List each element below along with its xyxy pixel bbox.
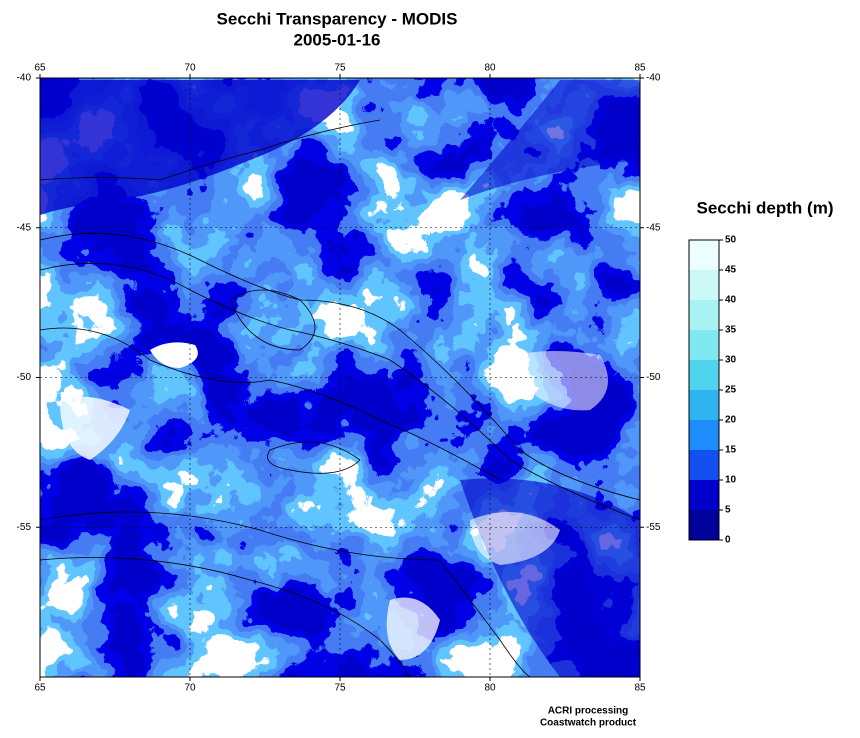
y-tick-label: -55	[17, 522, 32, 533]
colorbar-segment	[689, 480, 719, 510]
title: Secchi Transparency - MODIS	[217, 9, 458, 28]
colorbar-tick-label: 35	[725, 325, 737, 336]
y-tick-label: -50	[646, 372, 661, 383]
colorbar-tick-label: 30	[725, 355, 737, 366]
y-tick-label: -55	[646, 522, 661, 533]
x-tick-label: 85	[634, 63, 646, 74]
colorbar-tick-label: 50	[725, 235, 737, 246]
colorbar-segment	[689, 450, 719, 480]
colorbar-segment	[689, 330, 719, 360]
x-tick-label: 80	[484, 63, 496, 74]
y-tick-label: -40	[646, 73, 661, 84]
colorbar-tick-label: 15	[725, 445, 737, 456]
x-tick-label: 65	[34, 63, 46, 74]
y-tick-label: -50	[17, 372, 32, 383]
colorbar-tick-label: 10	[725, 475, 737, 486]
y-tick-label: -45	[646, 222, 661, 233]
colorbar-segment	[689, 420, 719, 450]
colorbar-segment	[689, 270, 719, 300]
colorbar-title: Secchi depth (m)	[697, 198, 834, 217]
x-tick-label: 70	[184, 683, 196, 694]
colorbar-tick-label: 40	[725, 295, 737, 306]
credit: ACRI processing	[548, 706, 629, 717]
x-tick-label: 75	[334, 63, 346, 74]
colorbar-tick-label: 0	[725, 535, 731, 546]
colorbar: 0 5 10 15 20 25 30 35 40 45 50	[689, 235, 737, 546]
colorbar-tick-label: 5	[725, 505, 731, 516]
colorbar-segment	[689, 510, 719, 540]
y-tick-label: -45	[17, 222, 32, 233]
map-frame	[39, 77, 641, 678]
colorbar-segment	[689, 300, 719, 330]
colorbar-tick-label: 20	[725, 415, 737, 426]
colorbar-tick-label: 25	[725, 385, 737, 396]
x-tick-label: 65	[34, 683, 46, 694]
x-tick-label: 80	[484, 683, 496, 694]
x-tick-label: 75	[334, 683, 346, 694]
colorbar-frame	[688, 239, 720, 541]
y-tick-label: -40	[17, 73, 32, 84]
x-tick-label: 85	[634, 683, 646, 694]
x-tick-label: 70	[184, 63, 196, 74]
colorbar-segment	[689, 390, 719, 420]
colorbar-segment	[689, 240, 719, 270]
credit: Coastwatch product	[540, 718, 637, 729]
colorbar-tick-label: 45	[725, 265, 737, 276]
colorbar-segment	[689, 360, 719, 390]
subtitle: 2005-01-16	[294, 30, 381, 49]
